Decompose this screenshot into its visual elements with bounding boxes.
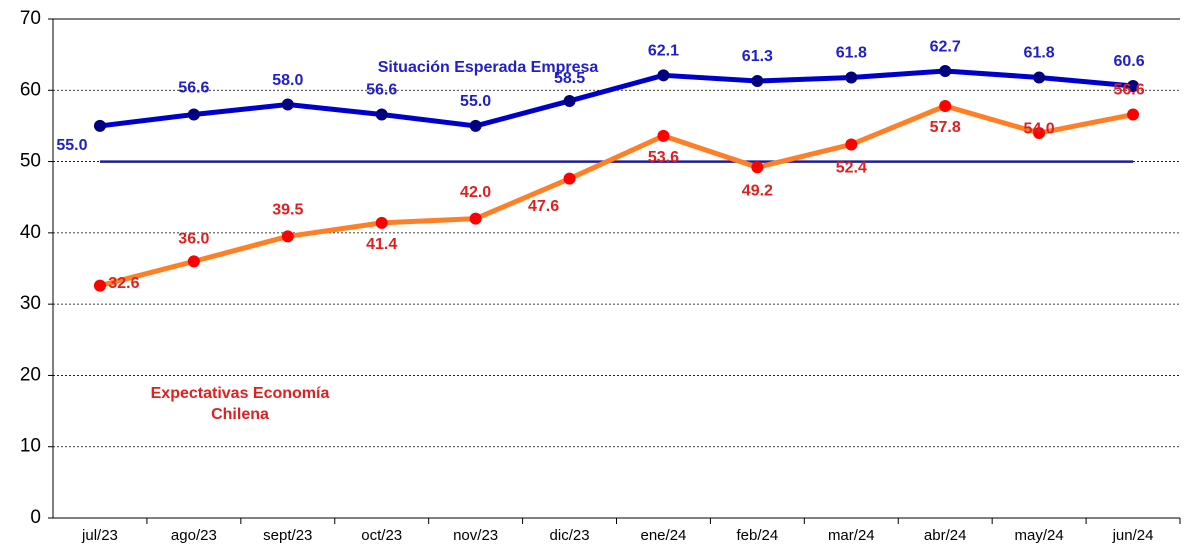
marker: [939, 99, 952, 112]
data-label: 62.7: [930, 38, 961, 55]
data-label: 56.6: [178, 80, 209, 97]
data-label: 61.8: [836, 45, 867, 62]
marker: [1033, 127, 1046, 140]
y-tick-label: 30: [20, 293, 41, 314]
data-label: 56.6: [366, 82, 397, 99]
data-label: 61.8: [1024, 45, 1055, 62]
data-label: 42.0: [460, 184, 491, 201]
marker: [469, 119, 482, 132]
marker: [187, 108, 200, 121]
series-label: Expectativas Economía Chilena: [150, 385, 330, 423]
data-label: 55.0: [56, 137, 87, 154]
marker: [375, 108, 388, 121]
marker: [1127, 80, 1140, 93]
marker: [281, 98, 294, 111]
data-label: 58.5: [554, 70, 585, 87]
marker: [1033, 71, 1046, 84]
data-label: 41.4: [366, 236, 397, 253]
series-line: [99, 103, 1134, 289]
data-label: 39.5: [272, 202, 303, 219]
x-tick-label: ene/24: [641, 527, 687, 544]
marker: [469, 212, 482, 225]
marker: [845, 138, 858, 151]
y-tick-label: 40: [20, 222, 41, 243]
x-tick-label: jul/23: [81, 527, 118, 544]
y-tick-label: 70: [20, 8, 41, 29]
series-label: Situación Esperada Empresa: [377, 59, 599, 76]
data-label: 58.0: [272, 72, 303, 89]
marker: [657, 129, 670, 142]
marker: [657, 69, 670, 82]
data-label: 61.3: [742, 48, 773, 65]
marker: [751, 161, 764, 174]
marker: [939, 65, 952, 78]
marker: [93, 279, 106, 292]
data-label: 62.1: [648, 43, 679, 60]
x-tick-label: nov/23: [453, 527, 498, 544]
data-label: 52.4: [836, 160, 867, 177]
y-tick-label: 60: [20, 79, 41, 100]
data-label: 49.2: [742, 182, 773, 199]
marker: [563, 172, 576, 185]
data-label: 53.6: [648, 149, 679, 166]
y-tick-label: 0: [30, 507, 41, 528]
x-tick-label: sept/23: [263, 527, 312, 544]
x-tick-label: abr/24: [924, 527, 967, 544]
data-label: 54.0: [1024, 120, 1055, 137]
data-label: 56.6: [1113, 82, 1144, 99]
x-tick-label: dic/23: [550, 527, 590, 544]
data-label: 47.6: [528, 198, 559, 215]
marker: [1127, 108, 1140, 121]
data-label: 32.6: [108, 275, 139, 292]
marker: [187, 255, 200, 268]
y-tick-label: 10: [20, 436, 41, 457]
marker: [563, 94, 576, 107]
x-tick-label: may/24: [1015, 527, 1064, 544]
y-tick-label: 20: [20, 364, 41, 385]
y-tick-label: 50: [20, 151, 41, 172]
marker: [375, 216, 388, 229]
marker: [845, 71, 858, 84]
data-label: 36.0: [178, 231, 209, 248]
marker: [281, 230, 294, 243]
marker: [751, 75, 764, 88]
series-line: [99, 68, 1134, 129]
marker: [93, 119, 106, 132]
data-label: 55.0: [460, 93, 491, 110]
x-tick-label: feb/24: [737, 527, 779, 544]
x-tick-label: jun/24: [1112, 527, 1154, 544]
data-label: 57.8: [930, 119, 961, 136]
x-tick-label: oct/23: [361, 527, 402, 544]
x-tick-label: mar/24: [828, 527, 875, 544]
data-label: 60.6: [1113, 53, 1144, 70]
x-tick-label: ago/23: [171, 527, 217, 544]
